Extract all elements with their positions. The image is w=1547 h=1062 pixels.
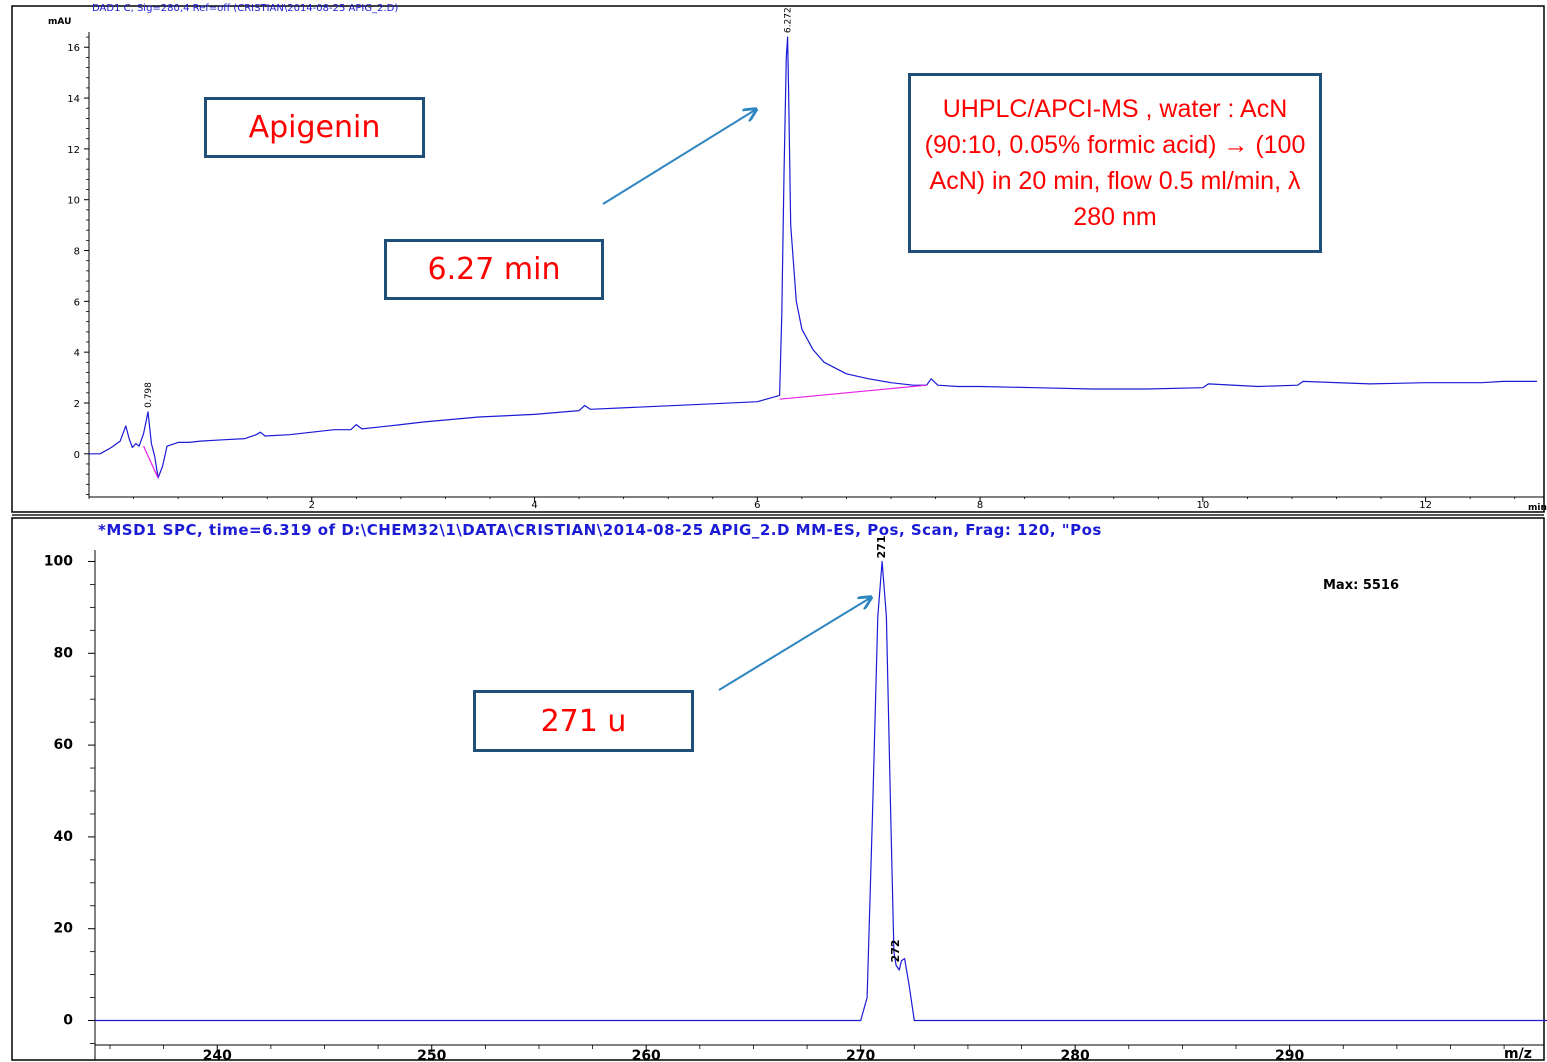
top-x-tick-label: 10: [1196, 500, 1209, 511]
top-peak-label: 0.798: [144, 382, 154, 408]
top-y-tick-label: 2: [74, 399, 80, 410]
bottom-x-tick-label: 260: [632, 1048, 661, 1062]
top-x-tick-label: 4: [531, 500, 537, 511]
top-x-unit: min: [1528, 503, 1547, 513]
bottom-x-tick-label: 250: [417, 1048, 446, 1062]
bottom-trace: [95, 560, 1547, 1022]
top-y-tick-label: 4: [74, 348, 80, 359]
top-x-tick-label: 6: [754, 500, 760, 511]
top-x-tick-label: 2: [309, 500, 315, 511]
top-baseline-peak2: [779, 384, 927, 400]
bottom-x-tick-label: 290: [1275, 1048, 1304, 1062]
top-y-tick-label: 6: [74, 297, 80, 308]
bottom-y-tick-label: 40: [54, 829, 74, 845]
bottom-x-tick-label: 280: [1061, 1048, 1090, 1062]
top-x-tick-label: 8: [977, 500, 983, 511]
bottom-y-tick-label: 60: [54, 737, 74, 753]
retention-time-box: 6.27 min: [384, 239, 604, 300]
mass-arrow: [718, 598, 870, 691]
bottom-peak-label: 272: [889, 939, 902, 962]
bottom-max-label: Max: 5516: [1323, 578, 1399, 593]
mass-box: 271 u: [473, 690, 694, 752]
top-peak-label: 6.272: [784, 7, 794, 33]
top-y-tick-label: 16: [67, 43, 80, 54]
bottom-y-tick-label: 100: [44, 553, 73, 569]
bottom-panel-frame: [11, 517, 1545, 1061]
compound-name-box: Apigenin: [204, 97, 425, 158]
top-y-tick-label: 10: [67, 196, 80, 207]
bottom-x-tick-label: 270: [846, 1048, 875, 1062]
top-y-tick-label: 14: [67, 94, 80, 105]
bottom-y-tick-label: 0: [63, 1013, 73, 1029]
bottom-x-tick-label: 240: [203, 1048, 232, 1062]
top-y-unit: mAU: [48, 17, 71, 27]
top-baseline-peak1: [143, 445, 159, 479]
top-y-tick-label: 8: [74, 247, 80, 258]
retention-arrow: [602, 110, 755, 205]
top-y-tick-label: 12: [67, 145, 80, 156]
bottom-x-unit: m/z: [1504, 1046, 1532, 1062]
top-x-tick-label: 12: [1419, 500, 1432, 511]
conditions-box: UHPLC/APCI-MS , water : AcN (90:10, 0.05…: [908, 73, 1322, 253]
bottom-peak-label: 271: [875, 536, 888, 559]
top-trace: [89, 36, 1537, 479]
bottom-y-tick-label: 20: [54, 921, 74, 937]
bottom-chart-header: *MSD1 SPC, time=6.319 of D:\CHEM32\1\DAT…: [98, 521, 1102, 539]
top-chart-header: DAD1 C, Sig=280,4 Ref=off (CRISTIAN\2014…: [92, 3, 398, 14]
top-y-tick-label: 0: [74, 450, 80, 461]
bottom-y-tick-label: 80: [54, 645, 74, 661]
